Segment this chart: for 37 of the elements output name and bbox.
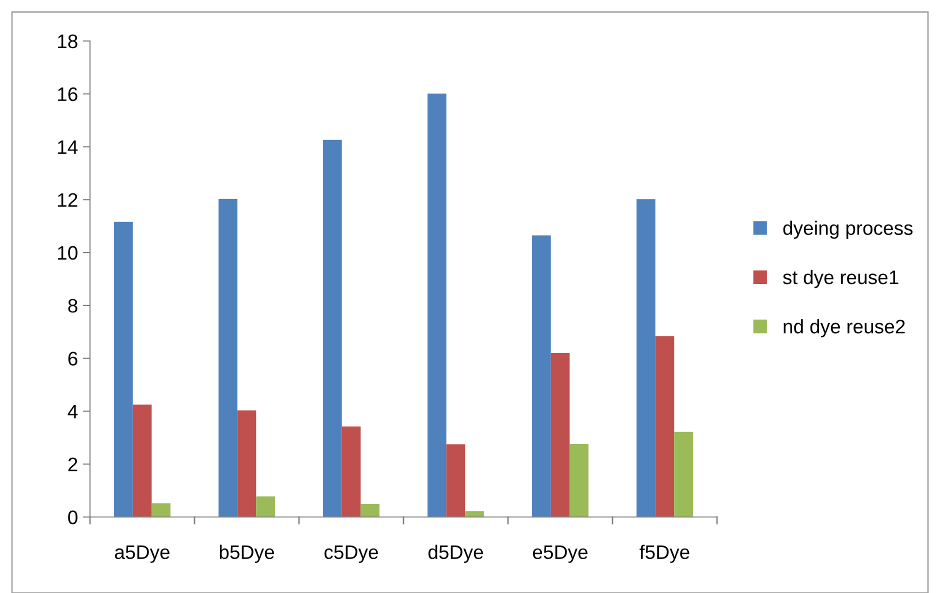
y-tick-label: 2 [68, 458, 78, 472]
bar [532, 235, 551, 517]
bar [360, 504, 380, 517]
bar [570, 444, 588, 517]
bar [342, 426, 361, 517]
y-tick-label: 16 [58, 87, 78, 102]
x-tick-label: c5Dye [324, 545, 378, 563]
bar [256, 496, 275, 517]
y-tick-label: 8 [68, 298, 78, 313]
y-tick-label: 0 [68, 510, 78, 524]
y-tick-label: 4 [68, 404, 78, 418]
legend-label: nd dye reuse2 [784, 319, 905, 338]
y-tick-label: 12 [58, 193, 78, 207]
x-tick-label: d5Dye [428, 544, 483, 563]
bar [237, 410, 256, 517]
y-tick-label: 14 [58, 140, 78, 154]
bar [636, 199, 656, 517]
bar [428, 94, 446, 517]
legend-label: dyeing process [783, 220, 913, 239]
bar [114, 222, 133, 517]
bar [152, 503, 170, 517]
bar [323, 140, 342, 517]
bar [465, 511, 484, 517]
y-tick-label: 6 [68, 352, 78, 366]
bar [218, 198, 238, 517]
y-tick-label: 18 [58, 34, 78, 48]
x-tick-label: e5Dye [532, 545, 588, 563]
bar [446, 444, 466, 517]
bar [550, 353, 570, 517]
x-tick-label: f5Dye [640, 544, 690, 563]
legend-label: st dye reuse1 [783, 270, 898, 288]
y-tick-label: 10 [58, 246, 78, 260]
x-tick-label: b5Dye [220, 544, 274, 563]
bar [132, 404, 152, 517]
bar [674, 432, 693, 517]
x-tick-label: a5Dye [114, 545, 170, 563]
bar [655, 336, 674, 517]
